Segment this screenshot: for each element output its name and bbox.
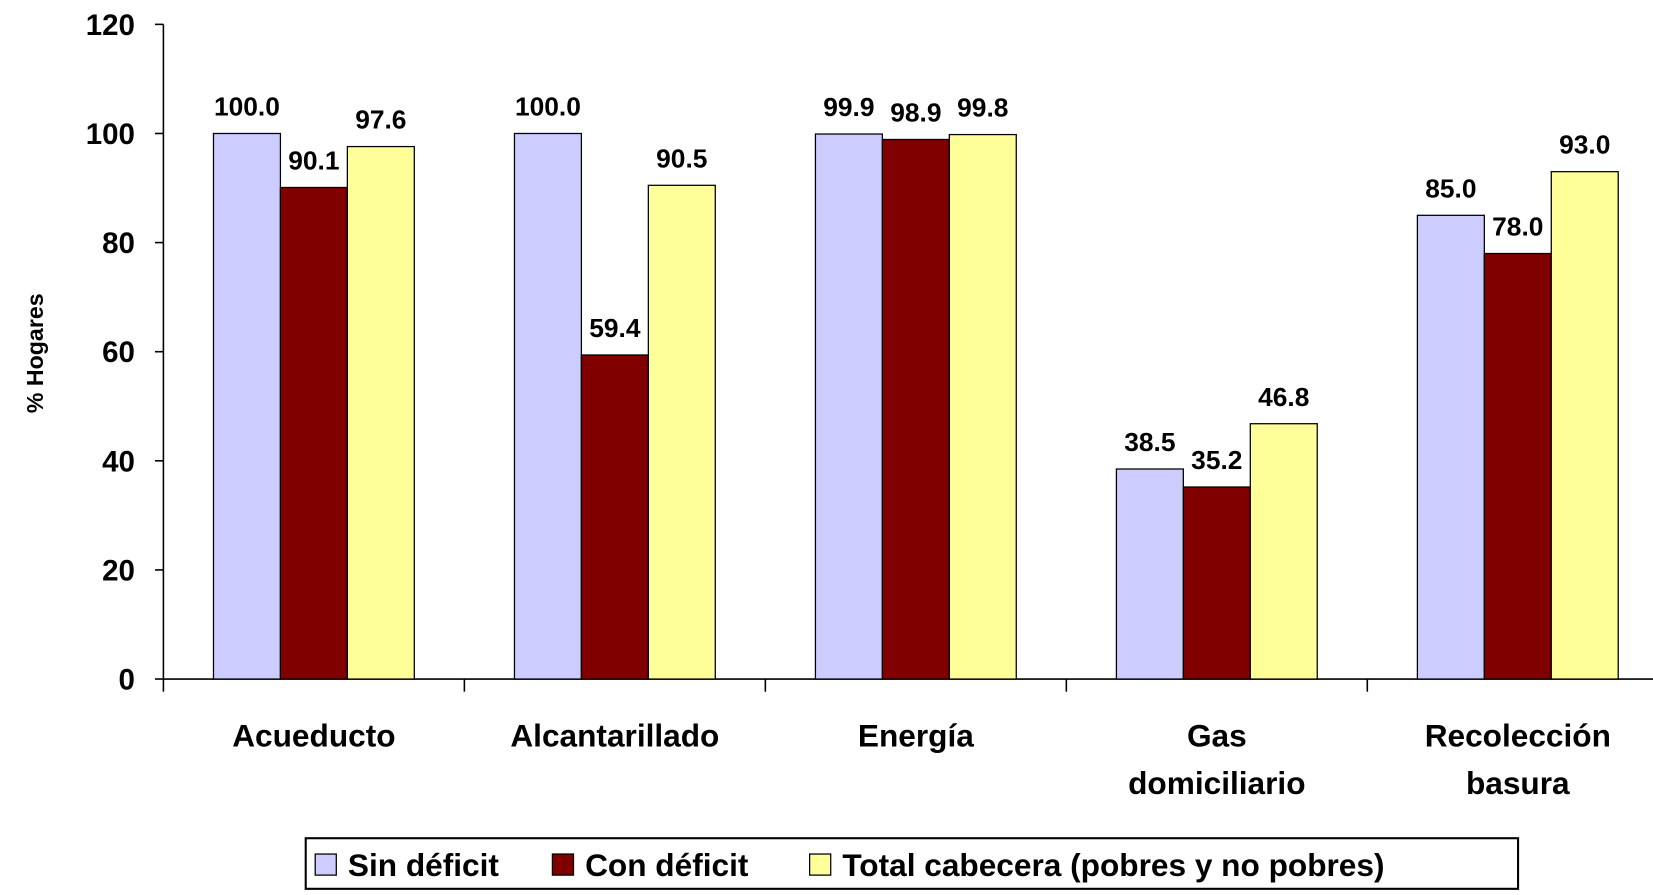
value-label: 46.8 (1258, 382, 1309, 412)
bar (1182, 486, 1251, 680)
y-tick-label: 80 (102, 227, 135, 260)
legend-swatch (314, 853, 337, 876)
y-tick-label: 20 (102, 554, 135, 587)
bar (1249, 423, 1318, 680)
x-tick-label: domiciliario (1128, 765, 1305, 801)
value-label: 100.0 (515, 92, 581, 122)
y-tick-label: 120 (86, 9, 135, 42)
legend-swatch (551, 853, 575, 876)
value-label: 99.9 (823, 92, 874, 122)
value-label: 35.2 (1191, 445, 1242, 475)
bar (1483, 252, 1552, 680)
value-label: 85.0 (1425, 173, 1476, 203)
x-tick-label: Gas (1187, 718, 1247, 754)
value-label: 38.5 (1124, 427, 1175, 457)
x-tick-label: Alcantarillado (510, 718, 719, 754)
value-label: 93.0 (1559, 130, 1610, 160)
value-label: 78.0 (1492, 212, 1543, 242)
value-label: 90.1 (288, 146, 339, 176)
legend-label: Total cabecera (pobres y no pobres) (842, 847, 1384, 883)
bar (212, 132, 282, 680)
y-tick-label: 0 (119, 664, 135, 697)
legend-swatch (809, 853, 832, 876)
bar (346, 145, 415, 680)
x-tick-label: Energía (858, 718, 974, 754)
bar (513, 132, 583, 680)
y-tick-label: 60 (102, 336, 135, 369)
value-label: 100.0 (214, 92, 280, 122)
value-label: 97.6 (355, 105, 406, 135)
bar (1416, 214, 1485, 680)
value-label: 98.9 (890, 98, 941, 128)
y-tick-label: 40 (102, 445, 135, 478)
y-tick-label: 100 (86, 118, 135, 151)
x-tick-label: basura (1466, 765, 1570, 801)
bar (1115, 468, 1184, 680)
x-tick-label: Acueducto (232, 718, 395, 754)
y-axis-label: % Hogares (22, 293, 48, 413)
x-tick-label: Recolección (1425, 718, 1611, 754)
bar (948, 133, 1017, 680)
bar (647, 184, 716, 680)
legend-box (304, 837, 1520, 890)
bar (881, 138, 950, 680)
value-label: 99.8 (957, 93, 1008, 123)
bar (580, 354, 649, 680)
legend-label: Con déficit (585, 847, 749, 883)
value-label: 59.4 (589, 313, 641, 343)
value-label: 90.5 (656, 143, 707, 173)
legend-label: Sin déficit (348, 847, 500, 883)
bar (279, 186, 348, 680)
bar (814, 133, 884, 680)
bar (1550, 171, 1619, 680)
